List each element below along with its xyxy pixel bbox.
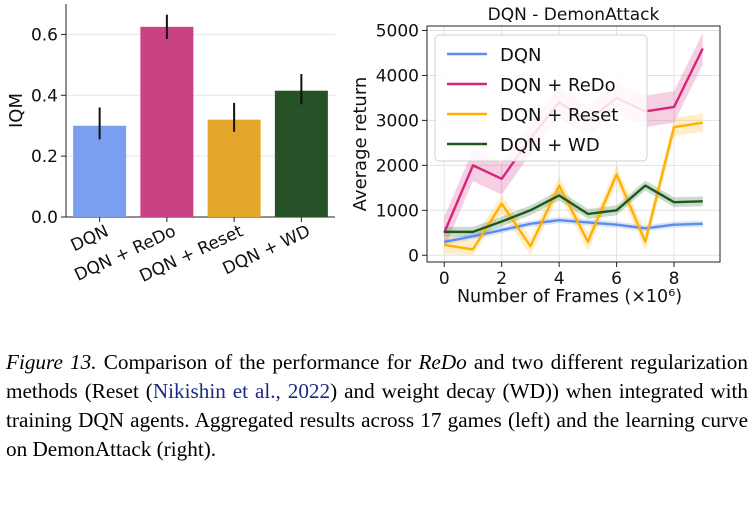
iqm-bar bbox=[140, 26, 194, 218]
legend-label: DQN + WD bbox=[500, 135, 600, 156]
line-chart-x-axis-label: Number of Frames (×10⁶) bbox=[457, 287, 682, 307]
line-chart-y-tick-label: 3000 bbox=[376, 111, 419, 131]
iqm-bar bbox=[73, 125, 127, 217]
iqm-y-axis-label: IQM bbox=[6, 93, 27, 128]
caption-text-2: and two different regularization methods… bbox=[6, 350, 748, 403]
chart-title: DQN - DemonAttack bbox=[488, 5, 660, 25]
line-chart-y-axis-label: Average return bbox=[350, 77, 371, 212]
iqm-bar bbox=[207, 119, 261, 217]
series-line bbox=[444, 218, 703, 243]
legend-box bbox=[434, 34, 648, 162]
demonattack-line-chart: DQN - DemonAttack 0 1000 2000 3000 4000 5000 0 2… bbox=[350, 5, 721, 307]
iqm-y-tick-label: 0.0 bbox=[31, 208, 58, 228]
series-confidence-band bbox=[444, 180, 703, 237]
line-chart-x-tick-label: 6 bbox=[611, 269, 622, 289]
figure-caption: Figure 13. Comparison of the performance… bbox=[6, 348, 748, 464]
legend-label: DQN + ReDo bbox=[500, 75, 616, 96]
iqm-bar bbox=[274, 90, 328, 217]
caption-citation-link[interactable]: Nikishin et al., 2022 bbox=[152, 379, 331, 403]
iqm-y-tick-label: 0.2 bbox=[31, 147, 58, 167]
caption-text-3: ) and weight decay (WD)) when integrated… bbox=[6, 379, 748, 461]
caption-text-1: Comparison of the performance for bbox=[96, 350, 419, 374]
line-chart-x-tick-label: 8 bbox=[669, 269, 680, 289]
line-chart-x-tick-label: 2 bbox=[496, 269, 507, 289]
line-chart-y-tick-label: 1000 bbox=[376, 201, 419, 221]
legend-label: DQN bbox=[500, 45, 542, 66]
series-line bbox=[444, 184, 703, 234]
line-chart-y-tick-label: 2000 bbox=[376, 156, 419, 176]
line-chart-y-tick-label: 0 bbox=[408, 246, 419, 266]
iqm-y-tick-label: 0.4 bbox=[31, 86, 58, 106]
line-chart-x-tick-label: 4 bbox=[554, 269, 565, 289]
caption-redo: ReDo bbox=[418, 350, 467, 374]
iqm-y-tick-label: 0.6 bbox=[31, 25, 58, 45]
line-chart-y-tick-label: 4000 bbox=[376, 66, 419, 86]
line-chart-frame bbox=[426, 25, 721, 263]
line-chart-legend: DQN DQN + ReDo DQN + Reset DQN + WD bbox=[434, 34, 648, 162]
caption-label: Figure 13. bbox=[6, 350, 97, 374]
figure: 0.0 0.2 0.4 0.6 IQM DQN DQN + ReDo DQN + Reset D… bbox=[6, 4, 721, 307]
legend-label: DQN + Reset bbox=[500, 105, 618, 126]
line-chart-x-tick-label: 0 bbox=[439, 269, 450, 289]
line-chart-y-tick-label: 5000 bbox=[376, 21, 419, 41]
